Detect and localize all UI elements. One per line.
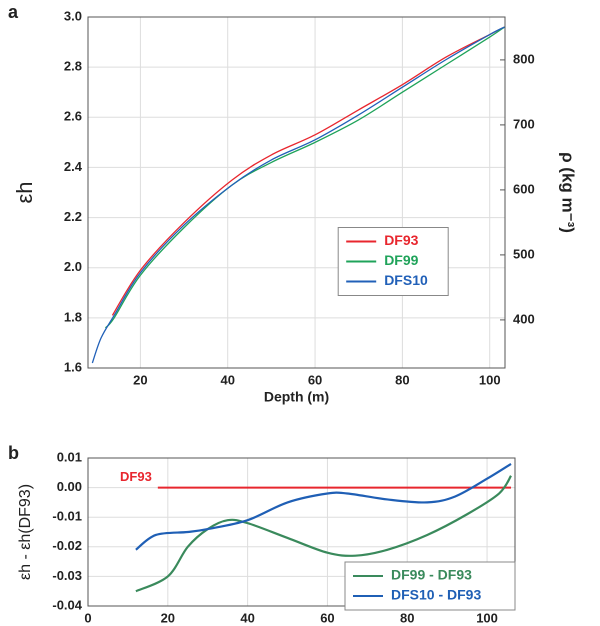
panel-label: b bbox=[8, 443, 19, 463]
y-axis-label: εh - εh(DF93) bbox=[17, 484, 34, 580]
y-tick-label: -0.04 bbox=[52, 597, 82, 612]
x-tick-label: 20 bbox=[133, 372, 147, 387]
x-tick-label: 0 bbox=[84, 610, 91, 625]
x-tick-label: 80 bbox=[400, 610, 414, 625]
panel-label: a bbox=[8, 2, 19, 22]
y-tick-label: -0.01 bbox=[52, 509, 82, 524]
legend-label: DF93 bbox=[384, 232, 418, 248]
x-axis-label: Depth (m) bbox=[264, 389, 329, 405]
x-tick-label: 20 bbox=[161, 610, 175, 625]
reference-label: DF93 bbox=[120, 469, 152, 484]
series-line bbox=[111, 26, 505, 316]
y2-tick-label: 700 bbox=[513, 116, 535, 131]
y-tick-label: 1.8 bbox=[64, 309, 82, 324]
series-line bbox=[135, 475, 512, 593]
y2-tick-label: 500 bbox=[513, 246, 535, 261]
y-tick-label: 0.01 bbox=[57, 449, 82, 464]
legend-box bbox=[344, 561, 516, 611]
plot-frame bbox=[87, 457, 516, 607]
x-tick-label: 60 bbox=[308, 372, 322, 387]
y2-tick-label: 400 bbox=[513, 311, 535, 326]
series-line bbox=[91, 26, 505, 364]
y-tick-label: 2.2 bbox=[64, 209, 82, 224]
y-tick-label: 3.0 bbox=[64, 8, 82, 23]
y-tick-label: 2.6 bbox=[64, 109, 82, 124]
y-tick-label: -0.02 bbox=[52, 538, 82, 553]
y-tick-label: 2.0 bbox=[64, 259, 82, 274]
y-tick-label: 0.00 bbox=[57, 479, 82, 494]
y2-tick-label: 800 bbox=[513, 51, 535, 66]
x-tick-label: 100 bbox=[476, 610, 498, 625]
legend-label: DFS10 - DF93 bbox=[391, 587, 481, 603]
y-axis-label: εh bbox=[12, 181, 37, 203]
plot-frame bbox=[87, 16, 506, 369]
series-line bbox=[135, 462, 512, 551]
y-tick-label: 1.6 bbox=[64, 359, 82, 374]
legend-label: DF99 - DF93 bbox=[391, 567, 472, 583]
y2-tick-label: 600 bbox=[513, 181, 535, 196]
y-tick-label: 2.8 bbox=[64, 59, 82, 74]
y2-axis-label: ρ (kg m⁻³) bbox=[559, 152, 578, 233]
x-tick-label: 40 bbox=[220, 372, 234, 387]
y-tick-label: 2.4 bbox=[64, 159, 83, 174]
legend-label: DF99 bbox=[384, 252, 418, 268]
x-tick-label: 80 bbox=[395, 372, 409, 387]
x-tick-label: 60 bbox=[320, 610, 334, 625]
x-tick-label: 100 bbox=[479, 372, 501, 387]
legend-label: DFS10 bbox=[384, 272, 428, 288]
y-tick-label: -0.03 bbox=[52, 568, 82, 583]
x-tick-label: 40 bbox=[240, 610, 254, 625]
series-line bbox=[104, 26, 505, 329]
